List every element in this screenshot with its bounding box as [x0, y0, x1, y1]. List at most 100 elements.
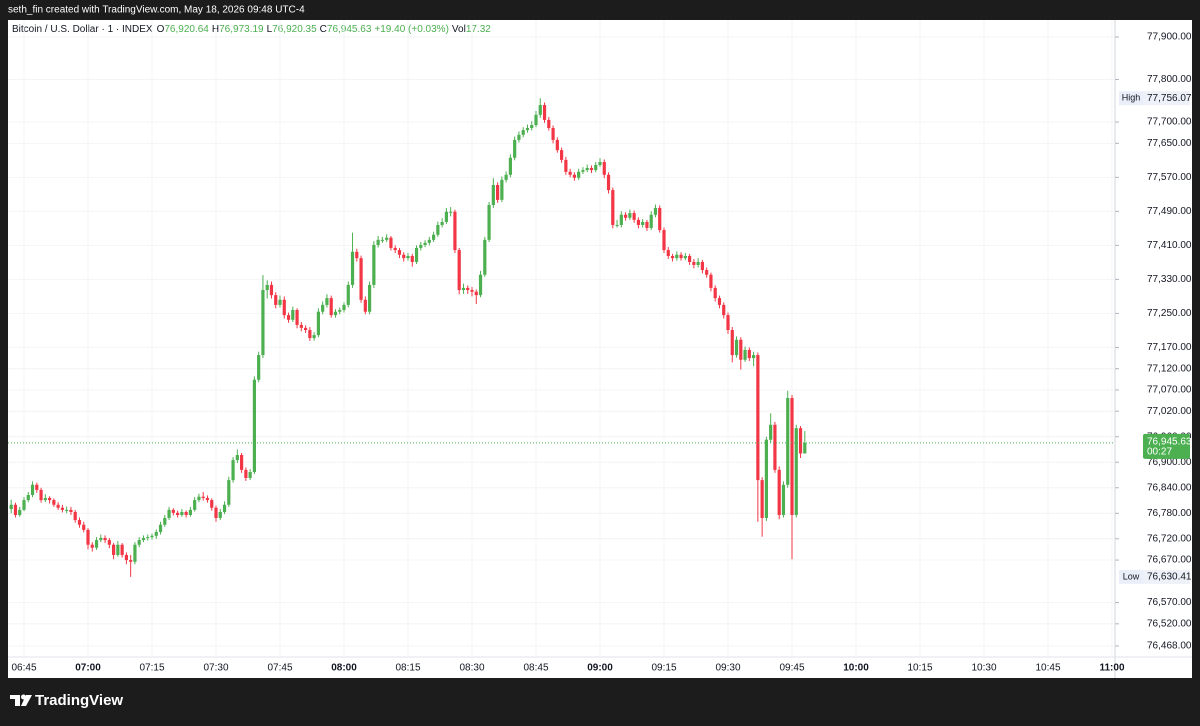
y-tick-label: 77,410.00	[1147, 240, 1192, 251]
candle-body	[551, 128, 555, 140]
candle-body	[295, 310, 299, 325]
x-tick-label: 06:45	[11, 663, 36, 674]
marker-name: High	[1122, 93, 1141, 103]
candle-body	[466, 287, 470, 291]
candle-body	[636, 219, 640, 225]
candle-body	[158, 524, 163, 532]
legend-text: Bitcoin / U.S. Dollar · 1 · INDEX O76,920…	[12, 24, 491, 35]
candle-body	[406, 256, 410, 259]
y-tick-label: 77,330.00	[1147, 274, 1192, 285]
candle-body	[662, 230, 666, 251]
candle-body	[653, 207, 658, 215]
candle-body	[355, 251, 359, 259]
candle-body	[666, 250, 670, 257]
candle-body	[760, 480, 764, 518]
y-tick-label: 76,900.00	[1147, 457, 1192, 468]
y-tick-label: 77,070.00	[1147, 385, 1192, 396]
candle-body	[116, 544, 120, 555]
candle-body	[163, 517, 167, 525]
marker-name: Low	[1123, 571, 1140, 581]
candle-body	[547, 119, 551, 129]
candle-body	[675, 254, 679, 259]
candle-body	[329, 298, 333, 316]
x-tick-label: 07:45	[267, 663, 292, 674]
candle-body	[747, 349, 751, 359]
x-tick-label: 08:15	[395, 663, 420, 674]
marker-name-box	[1119, 569, 1143, 584]
candle-body	[112, 544, 116, 555]
legend-key: O	[157, 24, 165, 35]
candle-body	[94, 540, 99, 548]
candle-body	[436, 224, 440, 235]
candle-body	[513, 139, 517, 158]
candle-body	[564, 159, 568, 172]
candle-body	[722, 304, 726, 316]
candle-body	[291, 310, 295, 320]
candle-body	[461, 287, 466, 291]
candle-body	[129, 560, 133, 562]
candle-body	[286, 315, 291, 320]
candle-body	[380, 239, 384, 241]
candle-body	[69, 509, 73, 512]
candle-body	[594, 165, 598, 171]
candle-body	[346, 284, 350, 305]
candle-body	[632, 213, 636, 220]
candle-body	[530, 125, 534, 129]
x-tick-label: 10:45	[1035, 663, 1060, 674]
candle-body	[478, 274, 483, 296]
candle-body	[752, 355, 756, 359]
candle-body	[205, 497, 210, 501]
candle-body	[60, 507, 64, 510]
candle-body	[619, 214, 623, 225]
candle-body	[385, 237, 389, 240]
candle-body	[414, 247, 419, 262]
candle-body	[692, 261, 696, 265]
candle-body	[470, 290, 474, 292]
candle-body	[274, 295, 278, 305]
candle-body	[363, 299, 367, 312]
legend-value: 76,945.63	[327, 24, 372, 35]
candle-body	[184, 511, 188, 515]
candle-body	[688, 256, 692, 262]
candle-body	[705, 270, 709, 275]
last-price-label: 76,945.63	[1147, 436, 1192, 447]
candle-body	[624, 214, 628, 218]
candle-body	[683, 256, 687, 259]
marker-name-box	[1119, 91, 1143, 106]
x-tick-label: 07:30	[203, 663, 228, 674]
y-tick-label: 76,520.00	[1147, 618, 1192, 629]
legend-value: 17.32	[466, 24, 491, 35]
candle-body	[474, 291, 478, 296]
candle-body	[517, 134, 521, 140]
legend-value: 76,973.19	[219, 24, 264, 35]
candle-body	[99, 537, 103, 541]
x-tick-label: 09:00	[587, 663, 613, 674]
candle-body	[581, 170, 585, 172]
marker-value: 76,630.41	[1147, 572, 1192, 583]
candle-body	[602, 162, 606, 175]
candle-body	[645, 221, 649, 228]
candle-body	[338, 310, 342, 312]
candle-body	[525, 128, 530, 131]
candle-body	[560, 150, 564, 160]
candle-body	[389, 237, 393, 248]
y-tick-label: 77,120.00	[1147, 363, 1192, 374]
legend: Bitcoin / U.S. Dollar · 1 · INDEX O76,920…	[12, 24, 491, 35]
candle-body	[542, 105, 547, 120]
candle-body	[491, 184, 495, 205]
y-tick-label: 76,720.00	[1147, 533, 1192, 544]
candle-body	[150, 535, 154, 538]
y-tick-label: 76,570.00	[1147, 597, 1192, 608]
candle-body	[321, 304, 325, 312]
x-tick-label: 09:15	[651, 663, 676, 674]
candle-body	[444, 211, 448, 222]
candle-body	[231, 460, 235, 481]
candle-body	[679, 254, 683, 259]
candle-body	[734, 339, 739, 356]
candle-body	[359, 258, 363, 300]
candle-body	[577, 171, 581, 178]
candle-body	[77, 520, 82, 525]
candle-body	[240, 455, 244, 470]
x-tick-label: 11:00	[1099, 663, 1124, 674]
